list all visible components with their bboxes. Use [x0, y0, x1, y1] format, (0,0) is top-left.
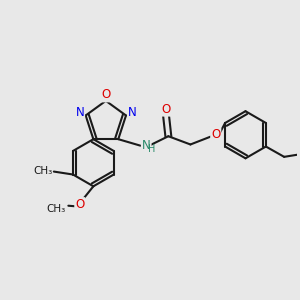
- Text: N: N: [128, 106, 137, 119]
- Text: O: O: [211, 128, 220, 141]
- Text: CH₃: CH₃: [46, 204, 65, 214]
- Text: H: H: [148, 145, 156, 154]
- Text: N: N: [75, 106, 84, 119]
- Text: O: O: [75, 198, 85, 211]
- Text: CH₃: CH₃: [33, 166, 53, 176]
- Text: O: O: [161, 103, 171, 116]
- Text: O: O: [101, 88, 110, 101]
- Text: N: N: [142, 139, 151, 152]
